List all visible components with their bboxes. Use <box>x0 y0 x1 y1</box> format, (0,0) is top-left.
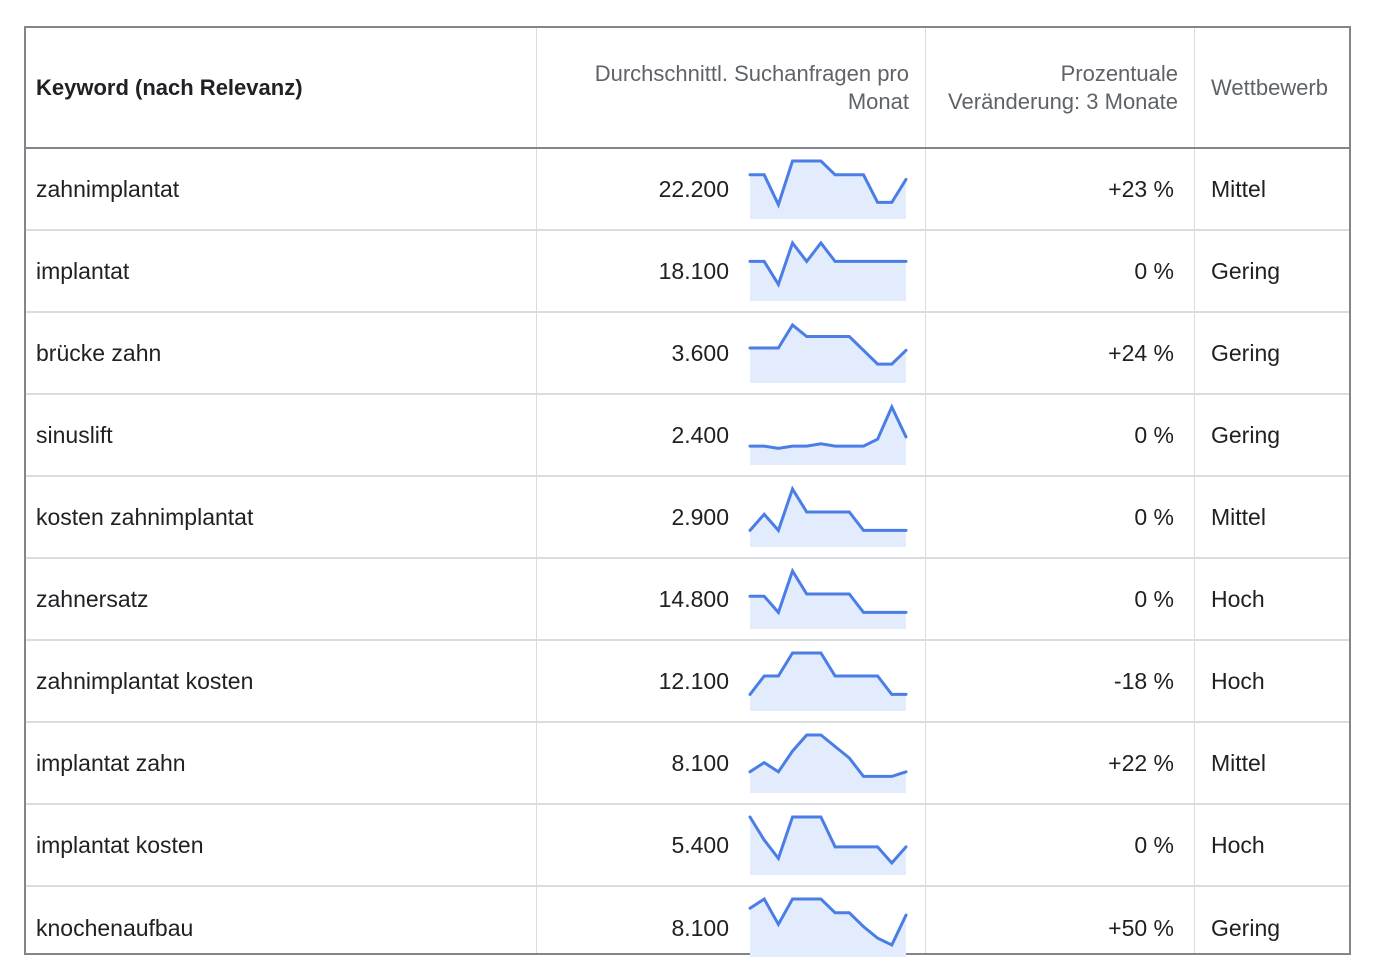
keyword-cell: implantat kosten <box>36 831 204 858</box>
competition-cell: Mittel <box>1211 749 1266 776</box>
three-month-change-cell: 0 % <box>1134 257 1174 284</box>
sparkline-area <box>750 407 906 465</box>
column-divider <box>925 28 926 953</box>
sparkline-line <box>748 815 908 866</box>
sparkline-line <box>748 159 908 209</box>
keyword-cell: kosten zahnimplantat <box>36 503 254 530</box>
sparkline-line <box>748 403 908 450</box>
table-row[interactable]: zahnimplantat 22.200 +23 % Mittel <box>26 149 1349 231</box>
header-three-month-change[interactable]: Prozentuale Veränderung: 3 Monate <box>948 60 1178 114</box>
sparkline-line <box>748 239 908 288</box>
keyword-cell: implantat <box>36 257 130 284</box>
competition-cell: Gering <box>1211 914 1281 941</box>
table-row[interactable]: implantat zahn 8.100 +22 % Mittel <box>26 723 1349 805</box>
keyword-cell: zahnimplantat <box>36 175 180 202</box>
table-row[interactable]: kosten zahnimplantat 2.900 0 % Mittel <box>26 477 1349 559</box>
competition-cell: Hoch <box>1211 585 1265 612</box>
trend-sparkline[interactable] <box>748 239 908 303</box>
three-month-change-cell: 0 % <box>1134 831 1174 858</box>
table-header: Keyword (nach Relevanz) Durchschnittl. S… <box>26 28 1349 149</box>
sparkline-area <box>750 325 906 383</box>
column-divider <box>1194 28 1195 953</box>
table-row[interactable]: zahnimplantat kosten 12.100 -18 % Hoch <box>26 641 1349 723</box>
keyword-ideas-table: Keyword (nach Relevanz) Durchschnittl. S… <box>24 26 1351 957</box>
header-keyword[interactable]: Keyword (nach Relevanz) <box>36 74 303 100</box>
three-month-change-cell: -18 % <box>1113 667 1174 694</box>
table-row[interactable]: zahnersatz 14.800 0 % Hoch <box>26 559 1349 641</box>
three-month-change-cell: 0 % <box>1134 585 1174 612</box>
avg-searches-cell: 3.600 <box>671 339 729 366</box>
avg-searches-cell: 12.100 <box>658 667 729 694</box>
trend-sparkline[interactable] <box>748 485 908 549</box>
three-month-change-cell: +24 % <box>1108 339 1174 366</box>
column-divider <box>536 28 537 953</box>
table-row[interactable]: sinuslift 2.400 0 % Gering <box>26 395 1349 477</box>
header-competition[interactable]: Wettbewerb <box>1211 74 1328 100</box>
competition-cell: Gering <box>1211 257 1281 284</box>
keyword-cell: zahnersatz <box>36 585 149 612</box>
competition-cell: Hoch <box>1211 831 1265 858</box>
table-row[interactable]: implantat kosten 5.400 0 % Hoch <box>26 805 1349 887</box>
header-avg-monthly-searches[interactable]: Durchschnittl. Suchanfragen pro Monat <box>594 60 909 114</box>
three-month-change-cell: 0 % <box>1134 503 1174 530</box>
sparkline-area <box>750 735 906 793</box>
trend-sparkline[interactable] <box>748 403 908 467</box>
trend-sparkline[interactable] <box>748 157 908 221</box>
sparkline-area <box>750 899 906 957</box>
competition-cell: Mittel <box>1211 503 1266 530</box>
keyword-cell: implantat zahn <box>36 749 186 776</box>
trend-sparkline[interactable] <box>748 895 908 959</box>
sparkline-line <box>748 485 908 534</box>
avg-searches-cell: 2.400 <box>671 421 729 448</box>
three-month-change-cell: +50 % <box>1108 914 1174 941</box>
keyword-cell: brücke zahn <box>36 339 162 366</box>
avg-searches-cell: 8.100 <box>671 914 729 941</box>
competition-cell: Mittel <box>1211 175 1266 202</box>
table-row[interactable]: knochenaufbau 8.100 +50 % Gering <box>26 887 1349 969</box>
sparkline-area <box>750 817 906 875</box>
avg-searches-cell: 18.100 <box>658 257 729 284</box>
sparkline-area <box>750 653 906 711</box>
avg-searches-cell: 8.100 <box>671 749 729 776</box>
sparkline-area <box>750 571 906 629</box>
sparkline-line <box>748 651 908 696</box>
sparkline-line <box>748 733 908 778</box>
sparkline-area <box>750 489 906 547</box>
trend-sparkline[interactable] <box>748 731 908 795</box>
avg-searches-cell: 14.800 <box>658 585 729 612</box>
competition-cell: Gering <box>1211 421 1281 448</box>
table-row[interactable]: implantat 18.100 0 % Gering <box>26 231 1349 313</box>
trend-sparkline[interactable] <box>748 649 908 713</box>
sparkline-line <box>748 896 908 948</box>
three-month-change-cell: 0 % <box>1134 421 1174 448</box>
trend-sparkline[interactable] <box>748 321 908 385</box>
competition-cell: Gering <box>1211 339 1281 366</box>
sparkline-line <box>748 322 908 366</box>
sparkline-line <box>748 567 908 616</box>
three-month-change-cell: +23 % <box>1108 175 1174 202</box>
avg-searches-cell: 2.900 <box>671 503 729 530</box>
keyword-cell: sinuslift <box>36 421 113 448</box>
competition-cell: Hoch <box>1211 667 1265 694</box>
three-month-change-cell: +22 % <box>1108 749 1174 776</box>
avg-searches-cell: 22.200 <box>658 175 729 202</box>
trend-sparkline[interactable] <box>748 813 908 877</box>
keyword-cell: zahnimplantat kosten <box>36 667 254 694</box>
table-row[interactable]: brücke zahn 3.600 +24 % Gering <box>26 313 1349 395</box>
keyword-cell: knochenaufbau <box>36 914 194 941</box>
trend-sparkline[interactable] <box>748 567 908 631</box>
avg-searches-cell: 5.400 <box>671 831 729 858</box>
